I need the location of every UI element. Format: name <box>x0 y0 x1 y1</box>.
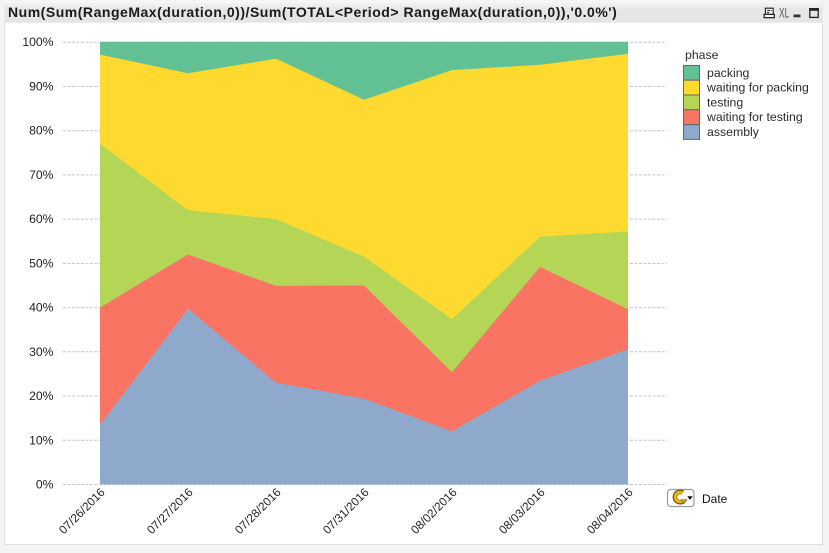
svg-text:waiting for testing: waiting for testing <box>706 110 803 124</box>
svg-text:100%: 100% <box>22 35 53 49</box>
svg-text:60%: 60% <box>29 212 54 226</box>
svg-text:XL: XL <box>779 7 789 21</box>
svg-text:assembly: assembly <box>707 125 760 139</box>
svg-text:30%: 30% <box>29 345 54 359</box>
svg-text:90%: 90% <box>29 79 54 93</box>
svg-text:70%: 70% <box>29 168 54 182</box>
svg-text:0%: 0% <box>36 478 54 492</box>
svg-text:phase: phase <box>685 48 719 62</box>
svg-text:10%: 10% <box>29 433 54 447</box>
svg-text:testing: testing <box>707 95 743 109</box>
svg-text:20%: 20% <box>29 389 54 403</box>
svg-text:packing: packing <box>707 66 750 80</box>
svg-text:waiting for packing: waiting for packing <box>706 81 809 95</box>
svg-text:Num(Sum(RangeMax(duration,0))/: Num(Sum(RangeMax(duration,0))/Sum(TOTAL<… <box>8 4 617 20</box>
svg-text:50%: 50% <box>29 256 54 270</box>
svg-text:Date: Date <box>702 492 728 506</box>
svg-text:80%: 80% <box>29 124 54 138</box>
svg-text:40%: 40% <box>29 301 54 315</box>
